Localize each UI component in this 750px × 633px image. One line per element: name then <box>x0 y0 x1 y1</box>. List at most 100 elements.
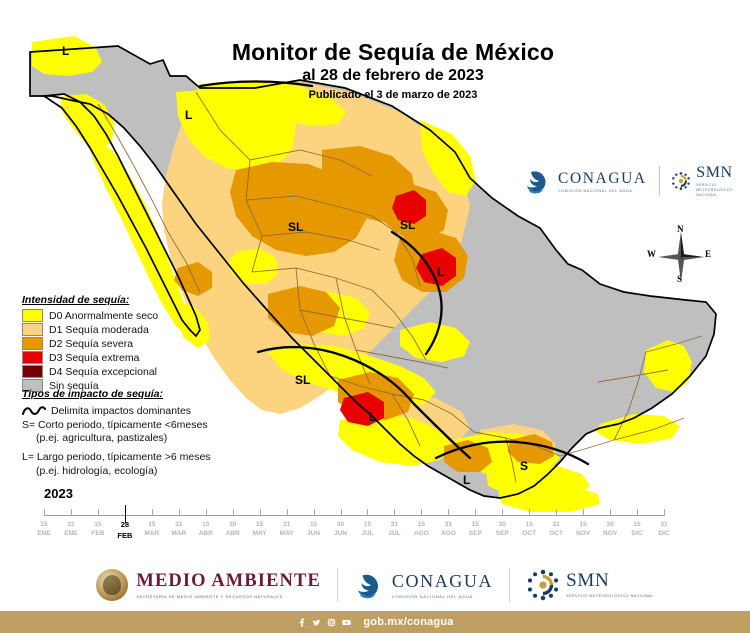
footer-conagua-tagline: COMISIÓN NACIONAL DEL AGUA <box>391 593 473 599</box>
legend-item-no-drought: Sin sequía <box>22 379 158 392</box>
timeline-tick <box>70 509 72 516</box>
impact-long-period-examples: (p.ej. hidrología, ecología) <box>36 464 158 477</box>
timeline-tick <box>313 509 315 516</box>
facebook-icon[interactable] <box>296 616 308 628</box>
timeline-tick <box>232 509 234 516</box>
impact-long-period: L= Largo periodo, típicamente >6 meses <box>22 450 211 463</box>
timeline-line <box>44 515 664 516</box>
footer-smn-logo: SMN SERVICIO METEOROLÓGICO NACIONAL <box>526 568 654 602</box>
footer-conagua-text: CONAGUA COMISIÓN NACIONAL DEL AGUA <box>392 571 493 599</box>
footer-conagua-eagle-icon <box>358 574 378 598</box>
map-label-l-nw2: L <box>185 108 193 122</box>
twitter-icon[interactable] <box>311 616 323 628</box>
impact-delimiter-label: Delimita impactos dominantes <box>51 405 192 417</box>
title-subtitle: al 28 de febrero de 2023 <box>302 67 484 85</box>
intensity-legend: Intensidad de sequía: D0 Anormalmente se… <box>22 294 158 393</box>
conagua-tagline: COMISIÓN NACIONAL DEL AGUA <box>558 188 633 193</box>
footer: MEDIO AMBIENTE SECRETARÍA DE MEDIO AMBIE… <box>0 558 750 633</box>
map-label-l-southwest: L <box>369 410 377 424</box>
legend-label-d0: D0 Anormalmente seco <box>49 309 159 322</box>
conagua-logo: CONAGUA COMISIÓN NACIONAL DEL AGUA <box>523 166 647 196</box>
timeline-tick <box>97 509 99 516</box>
legend-item-d1: D1 Sequía moderada <box>22 323 158 336</box>
map-agency-logos: CONAGUA COMISIÓN NACIONAL DEL AGUA <box>523 164 750 198</box>
timeline-tick <box>367 509 369 516</box>
legend-label-no-drought: Sin sequía <box>49 379 99 392</box>
timeline: 2023 15 ENE 31 ENE 15 FEB 28 FEB 15 MAR 31 MAR 15 ABR… <box>37 486 670 545</box>
impact-legend: Tipos de impacto de sequía: Delimita imp… <box>22 388 211 478</box>
footer-smn-name: SMN <box>566 569 610 591</box>
legend-item-d0: D0 Anormalmente seco <box>22 309 158 322</box>
conagua-name: CONAGUA <box>558 169 647 187</box>
country-outline <box>29 45 717 499</box>
timeline-tick <box>664 509 665 516</box>
intensity-legend-heading: Intensidad de sequía: <box>22 294 130 306</box>
timeline-tick <box>637 509 639 516</box>
legend-label-d1: D1 Sequía moderada <box>49 323 149 336</box>
compass-east-label: E <box>705 249 712 259</box>
map-label-l-south: L <box>463 473 471 487</box>
map-label-s-southeast: S <box>520 459 529 473</box>
map-label-sl-west: SL <box>295 373 311 387</box>
timeline-tick <box>205 509 207 516</box>
timeline-tick-label: 31 AGO <box>440 521 456 538</box>
timeline-tick-label: 31 MAY <box>279 521 294 538</box>
compass-west-label: W <box>647 249 656 259</box>
timeline-year: 2023 <box>44 486 73 501</box>
medio-ambiente-text: MEDIO AMBIENTE SECRETARÍA DE MEDIO AMBIE… <box>136 571 321 599</box>
instagram-icon[interactable] <box>326 616 338 628</box>
footer-smn-tagline: SERVICIO METEOROLÓGICO NACIONAL <box>566 593 654 598</box>
timeline-tick-label: 15 AGO <box>413 521 429 538</box>
mexico-map-svg <box>29 36 717 512</box>
timeline-tick-label: 30 JUN <box>334 521 348 538</box>
legend-swatch-d0 <box>22 309 43 322</box>
legend-swatch-d3 <box>22 351 43 364</box>
timeline-tick <box>421 509 423 516</box>
impact-short-period: S= Corto periodo, típicamente <6meses <box>22 418 208 431</box>
footer-divider-1 <box>336 567 338 602</box>
map-label-sl-north-central: SL <box>288 220 304 234</box>
timeline-tick <box>394 509 396 516</box>
footer-url[interactable]: gob.mx/conagua <box>363 616 454 628</box>
timeline-tick <box>502 509 504 516</box>
timeline-current-marker <box>124 505 127 523</box>
legend-item-d4: D4 Sequía excepcional <box>22 365 158 378</box>
timeline-tick-label: 31 ENE <box>64 521 78 538</box>
timeline-tick <box>178 509 180 516</box>
timeline-tick-label: 15 NOV <box>576 521 591 538</box>
timeline-tick <box>610 509 612 516</box>
conagua-text-block: CONAGUA COMISIÓN NACIONAL DEL AGUA <box>558 170 647 193</box>
footer-social-bar: gob.mx/conagua <box>0 611 750 633</box>
smn-logo: SMN SERVICIO METEOROLÓGICO NACIONAL <box>671 164 750 198</box>
smn-name: SMN <box>696 164 733 181</box>
page-title: Monitor de Sequía de México al 28 de feb… <box>218 40 568 101</box>
youtube-icon[interactable] <box>341 616 353 628</box>
drought-map: Monitor de Sequía de México al 28 de feb… <box>22 36 750 545</box>
footer-conagua-logo: CONAGUA COMISIÓN NACIONAL DEL AGUA <box>354 569 493 601</box>
timeline-tick <box>340 509 342 516</box>
footer-smn-text: SMN SERVICIO METEOROLÓGICO NACIONAL <box>566 570 654 600</box>
timeline-tick <box>583 509 585 516</box>
conagua-eagle-icon <box>527 171 546 194</box>
timeline-tick-label: 15 JUN <box>307 521 321 538</box>
impact-short-period-examples: (p.ej. agricultura, pastizales) <box>36 432 168 445</box>
timeline-tick <box>151 509 153 516</box>
legend-swatch-no-drought <box>22 379 43 392</box>
smn-text-block: SMN SERVICIO METEOROLÓGICO NACIONAL <box>696 164 750 198</box>
footer-smn-spiral-icon <box>528 569 559 600</box>
footer-logo-row: MEDIO AMBIENTE SECRETARÍA DE MEDIO AMBIE… <box>0 558 750 611</box>
timeline-tick-label: 15 DIC <box>631 521 643 538</box>
compass-north-label: N <box>677 224 684 234</box>
legend-item-d3: D3 Sequía extrema <box>22 351 158 364</box>
footer-divider-2 <box>509 567 511 602</box>
timeline-tick-label: 31 JUL <box>388 521 401 538</box>
smn-tagline: SERVICIO METEOROLÓGICO NACIONAL <box>696 183 734 198</box>
compass-south-label: S <box>677 274 683 284</box>
timeline-tick-label: 15 SEP <box>468 521 482 538</box>
timeline-tick <box>44 509 45 516</box>
map-label-l-east: L <box>437 265 445 279</box>
legend-swatch-d4 <box>22 365 43 378</box>
timeline-axis[interactable]: 15 ENE 31 ENE 15 FEB 28 FEB 15 MAR 31 MAR 15 ABR 30 ABR… <box>37 505 670 545</box>
map-label-sl-northeast: SL <box>400 218 416 232</box>
timeline-tick-label: 30 ABR <box>225 521 240 538</box>
